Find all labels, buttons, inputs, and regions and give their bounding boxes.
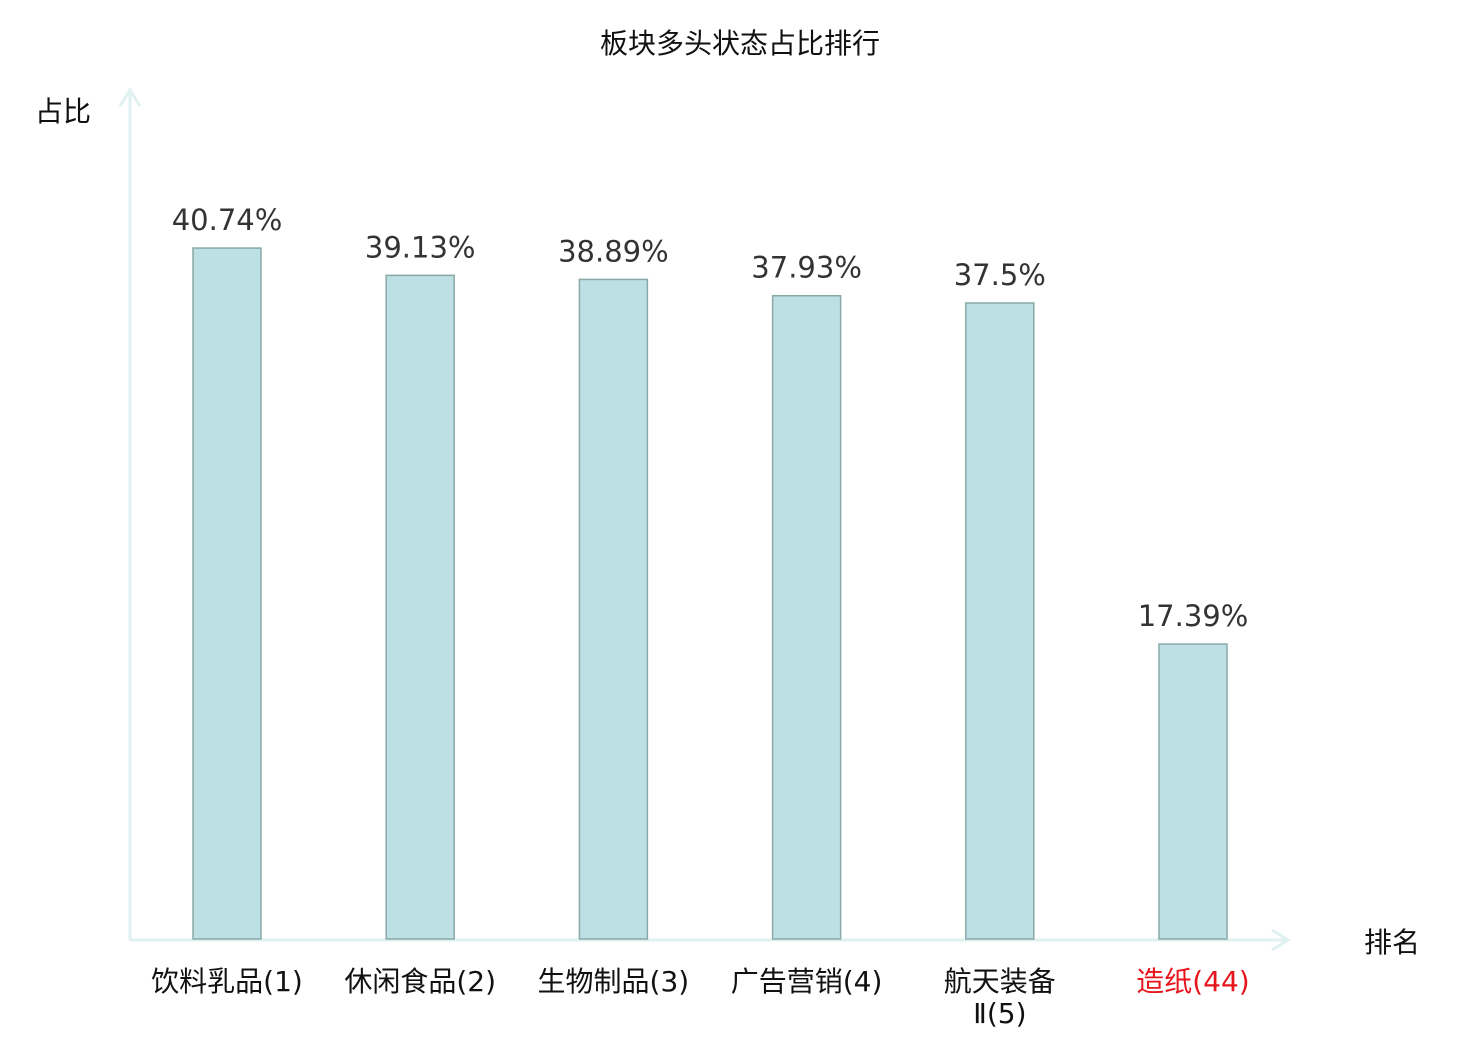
bar (192, 247, 262, 940)
x-tick-label: 广告营销(4) (730, 965, 883, 998)
bar (578, 278, 649, 940)
x-tick-label: 饮料乳品(1) (151, 965, 303, 998)
bar (385, 274, 455, 940)
bar (771, 294, 842, 940)
data-label: 37.93% (751, 251, 862, 285)
bar (965, 302, 1035, 940)
y-axis-label: 占比 (35, 95, 91, 128)
x-tick-label: 航天装备Ⅱ(5) (943, 965, 1056, 1030)
data-label: 38.89% (558, 234, 669, 268)
data-label: 17.39% (1138, 599, 1249, 633)
x-axis (130, 928, 1291, 952)
y-axis (118, 87, 142, 940)
data-label: 37.5% (954, 258, 1046, 292)
x-tick-label: 造纸(44) (1136, 965, 1250, 998)
data-label: 40.74% (172, 203, 283, 237)
x-tick-label: 生物制品(3) (537, 965, 690, 998)
chart-title: 板块多头状态占比排行 (600, 27, 880, 60)
x-tick-label: 休闲食品(2) (344, 965, 497, 998)
x-axis-label: 排名 (1364, 926, 1420, 959)
data-label: 39.13% (365, 230, 476, 264)
bar (1158, 643, 1228, 940)
